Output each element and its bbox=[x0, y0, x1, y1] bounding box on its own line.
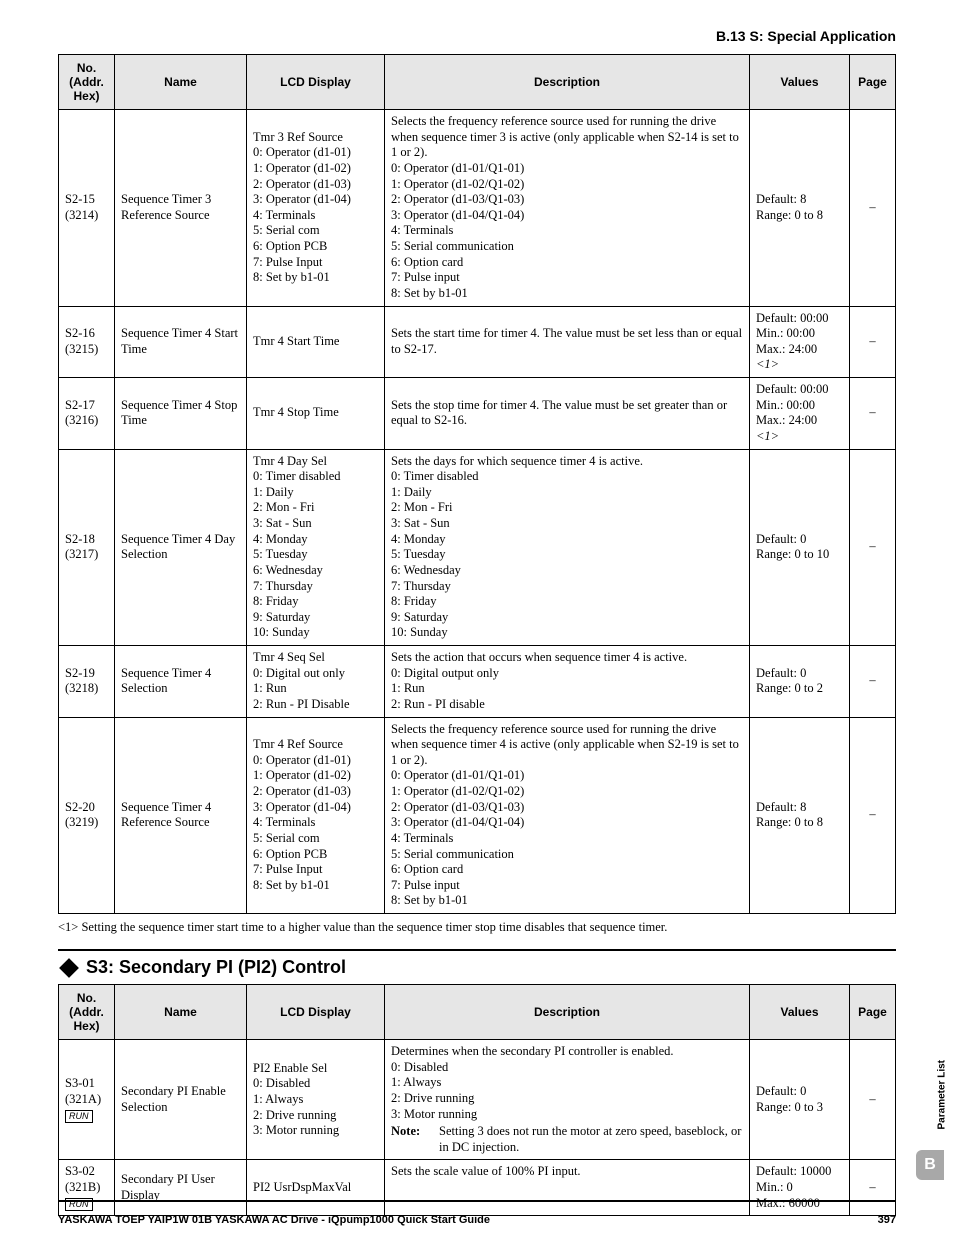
cell-desc: Sets the stop time for timer 4. The valu… bbox=[385, 378, 750, 450]
cell-no: S2-18(3217) bbox=[59, 449, 115, 646]
cell-desc: Selects the frequency reference source u… bbox=[385, 717, 750, 914]
cell-values: Default: 0Range: 0 to 10 bbox=[750, 449, 850, 646]
cell-desc: Sets the scale value of 100% PI input. bbox=[385, 1160, 750, 1216]
diamond-icon bbox=[59, 958, 79, 978]
cell-no: S3-02(321B)RUN bbox=[59, 1160, 115, 1216]
table-row: S2-15(3214)Sequence Timer 3 Reference So… bbox=[59, 110, 896, 307]
col-val-header: Values bbox=[750, 985, 850, 1040]
footer-rule bbox=[58, 1200, 896, 1202]
table-row: S2-18(3217)Sequence Timer 4 Day Selectio… bbox=[59, 449, 896, 646]
cell-note: Note:Setting 3 does not run the motor at… bbox=[391, 1124, 743, 1155]
col-page-header: Page bbox=[850, 55, 896, 110]
cell-no: S2-19(3218) bbox=[59, 646, 115, 718]
cell-desc: Determines when the secondary PI control… bbox=[385, 1040, 750, 1160]
cell-lcd: Tmr 4 Seq Sel0: Digital out only1: Run2:… bbox=[247, 646, 385, 718]
cell-values: Default: 10000Min.: 0Max.: 60000 bbox=[750, 1160, 850, 1216]
cell-values: Default: 0Range: 0 to 3 bbox=[750, 1040, 850, 1160]
cell-page: – bbox=[850, 717, 896, 914]
footer-bar: YASKAWA TOEP YAIP1W 01B YASKAWA AC Drive… bbox=[58, 1214, 896, 1226]
col-name-header: Name bbox=[115, 985, 247, 1040]
col-desc-header: Description bbox=[385, 55, 750, 110]
cell-desc: Selects the frequency reference source u… bbox=[385, 110, 750, 307]
cell-name: Sequence Timer 4 Day Selection bbox=[115, 449, 247, 646]
cell-desc: Sets the start time for timer 4. The val… bbox=[385, 306, 750, 378]
col-no-header: No. (Addr. Hex) bbox=[59, 55, 115, 110]
run-badge: RUN bbox=[65, 1110, 93, 1123]
col-name-header: Name bbox=[115, 55, 247, 110]
cell-page: – bbox=[850, 1160, 896, 1216]
col-page-header: Page bbox=[850, 985, 896, 1040]
parameter-table-s2: No. (Addr. Hex) Name LCD Display Descrip… bbox=[58, 54, 896, 914]
section-rule bbox=[58, 949, 896, 951]
col-lcd-header: LCD Display bbox=[247, 55, 385, 110]
cell-lcd: Tmr 4 Day Sel0: Timer disabled1: Daily2:… bbox=[247, 449, 385, 646]
cell-name: Secondary PI User Display bbox=[115, 1160, 247, 1216]
side-tab: B bbox=[916, 1150, 944, 1180]
table-row: S3-02(321B)RUNSecondary PI User DisplayP… bbox=[59, 1160, 896, 1216]
cell-page: – bbox=[850, 449, 896, 646]
footer-left: YASKAWA TOEP YAIP1W 01B YASKAWA AC Drive… bbox=[58, 1214, 490, 1226]
cell-page: – bbox=[850, 306, 896, 378]
cell-values: Default: 8Range: 0 to 8 bbox=[750, 110, 850, 307]
cell-values: Default: 00:00Min.: 00:00Max.: 24:00 <1> bbox=[750, 306, 850, 378]
cell-no: S2-20(3219) bbox=[59, 717, 115, 914]
col-desc-header: Description bbox=[385, 985, 750, 1040]
cell-lcd: PI2 Enable Sel0: Disabled1: Always2: Dri… bbox=[247, 1040, 385, 1160]
cell-lcd: Tmr 4 Ref Source0: Operator (d1-01)1: Op… bbox=[247, 717, 385, 914]
cell-name: Secondary PI Enable Selection bbox=[115, 1040, 247, 1160]
cell-no: S3-01(321A)RUN bbox=[59, 1040, 115, 1160]
note-text: Setting 3 does not run the motor at zero… bbox=[439, 1124, 743, 1155]
cell-name: Sequence Timer 4 Selection bbox=[115, 646, 247, 718]
cell-lcd: Tmr 3 Ref Source0: Operator (d1-01)1: Op… bbox=[247, 110, 385, 307]
cell-lcd: Tmr 4 Stop Time bbox=[247, 378, 385, 450]
cell-page: – bbox=[850, 378, 896, 450]
cell-name: Sequence Timer 4 Reference Source bbox=[115, 717, 247, 914]
section-heading-row: S3: Secondary PI (PI2) Control bbox=[58, 953, 896, 984]
cell-lcd: Tmr 4 Start Time bbox=[247, 306, 385, 378]
table-row: S2-20(3219)Sequence Timer 4 Reference So… bbox=[59, 717, 896, 914]
cell-values: Default: 00:00Min.: 00:00Max.: 24:00 <1> bbox=[750, 378, 850, 450]
table-row: S2-16(3215)Sequence Timer 4 Start TimeTm… bbox=[59, 306, 896, 378]
cell-lcd: PI2 UsrDspMaxVal bbox=[247, 1160, 385, 1216]
cell-name: Sequence Timer 3 Reference Source bbox=[115, 110, 247, 307]
cell-page: – bbox=[850, 1040, 896, 1160]
note-label: Note: bbox=[391, 1124, 439, 1155]
cell-values: Default: 8Range: 0 to 8 bbox=[750, 717, 850, 914]
cell-desc: Sets the action that occurs when sequenc… bbox=[385, 646, 750, 718]
table-header-row: No. (Addr. Hex) Name LCD Display Descrip… bbox=[59, 985, 896, 1040]
col-lcd-header: LCD Display bbox=[247, 985, 385, 1040]
table-row: S3-01(321A)RUNSecondary PI Enable Select… bbox=[59, 1040, 896, 1160]
page-header: B.13 S: Special Application bbox=[58, 28, 896, 44]
footnote: <1> Setting the sequence timer start tim… bbox=[58, 920, 896, 935]
table-row: S2-17(3216)Sequence Timer 4 Stop TimeTmr… bbox=[59, 378, 896, 450]
col-val-header: Values bbox=[750, 55, 850, 110]
cell-no: S2-15(3214) bbox=[59, 110, 115, 307]
section-heading: S3: Secondary PI (PI2) Control bbox=[86, 957, 346, 978]
side-label: Parameter List bbox=[936, 1060, 947, 1129]
cell-page: – bbox=[850, 110, 896, 307]
parameter-table-s3: No. (Addr. Hex) Name LCD Display Descrip… bbox=[58, 984, 896, 1216]
cell-desc: Sets the days for which sequence timer 4… bbox=[385, 449, 750, 646]
cell-name: Sequence Timer 4 Start Time bbox=[115, 306, 247, 378]
cell-page: – bbox=[850, 646, 896, 718]
cell-no: S2-16(3215) bbox=[59, 306, 115, 378]
cell-name: Sequence Timer 4 Stop Time bbox=[115, 378, 247, 450]
cell-no: S2-17(3216) bbox=[59, 378, 115, 450]
table-header-row: No. (Addr. Hex) Name LCD Display Descrip… bbox=[59, 55, 896, 110]
table-row: S2-19(3218)Sequence Timer 4 SelectionTmr… bbox=[59, 646, 896, 718]
footer-right: 397 bbox=[878, 1214, 896, 1226]
col-no-header: No. (Addr. Hex) bbox=[59, 985, 115, 1040]
cell-values: Default: 0Range: 0 to 2 bbox=[750, 646, 850, 718]
